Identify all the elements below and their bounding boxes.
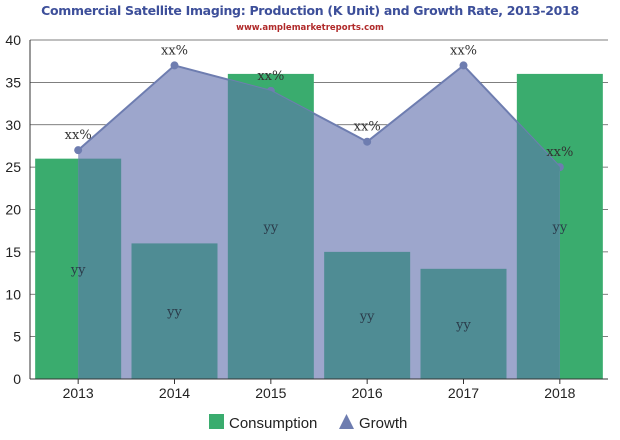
consumption-data-label: yy [70,263,86,278]
growth-data-label: xx% [161,43,188,58]
y-tick-label: 10 [5,286,21,302]
y-tick-label: 40 [5,32,21,48]
chart-title: Commercial Satellite Imaging: Production… [41,3,579,18]
growth-data-label: xx% [450,43,477,58]
y-tick-label: 0 [13,371,21,387]
y-tick-label: 30 [5,117,21,133]
legend-label-consumption: Consumption [229,415,317,432]
growth-data-label: xx% [354,120,381,135]
consumption-data-label: yy [455,318,471,333]
growth-data-label: xx% [546,145,573,160]
growth-point [74,146,83,155]
consumption-bar-overlap [324,251,411,379]
x-tick-label: 2017 [448,385,479,401]
legend-swatch-consumption [209,414,224,429]
legend-item-consumption[interactable]: Consumption [209,414,317,432]
consumption-bar-overlap [78,158,122,379]
chart-subtitle: www.amplemarketreports.com [236,23,384,33]
growth-point [170,61,179,70]
data-labels: xx% xx% xx% xx% xx% xx% yy yy yy yy yy yy [65,43,574,332]
x-tick-label: 2013 [63,385,94,401]
x-tick-label: 2014 [159,385,190,401]
growth-data-label: xx% [257,69,284,84]
growth-point [459,61,468,70]
legend[interactable]: Consumption Growth [209,414,407,432]
growth-data-label: xx% [65,128,92,143]
growth-point [363,137,372,146]
x-tick-label: 2016 [352,385,383,401]
consumption-data-label: yy [166,305,182,320]
consumption-bar-overlap [420,268,507,379]
consumption-bar-overlap [131,243,218,379]
y-tick-label: 5 [13,329,21,345]
legend-item-growth[interactable]: Growth [339,414,407,432]
y-tick-label: 25 [5,159,21,175]
consumption-data-label: yy [359,309,375,324]
legend-label-growth: Growth [359,415,407,432]
consumption-bar-overlap [227,73,314,380]
legend-swatch-growth [339,414,354,429]
axes: 0 5 10 15 20 25 30 35 40 2013 2014 2015 2016 2017 2018 [5,32,608,401]
growth-line [77,64,561,168]
y-tick-label: 20 [5,202,21,218]
y-tick-label: 35 [5,74,21,90]
x-tick-label: 2015 [255,385,286,401]
consumption-data-label: yy [551,220,567,235]
consumption-data-label: yy [262,220,278,235]
bar-area-overlap [78,73,560,380]
x-tick-label: 2018 [544,385,575,401]
overlap-group [78,73,560,380]
y-tick-label: 15 [5,244,21,260]
